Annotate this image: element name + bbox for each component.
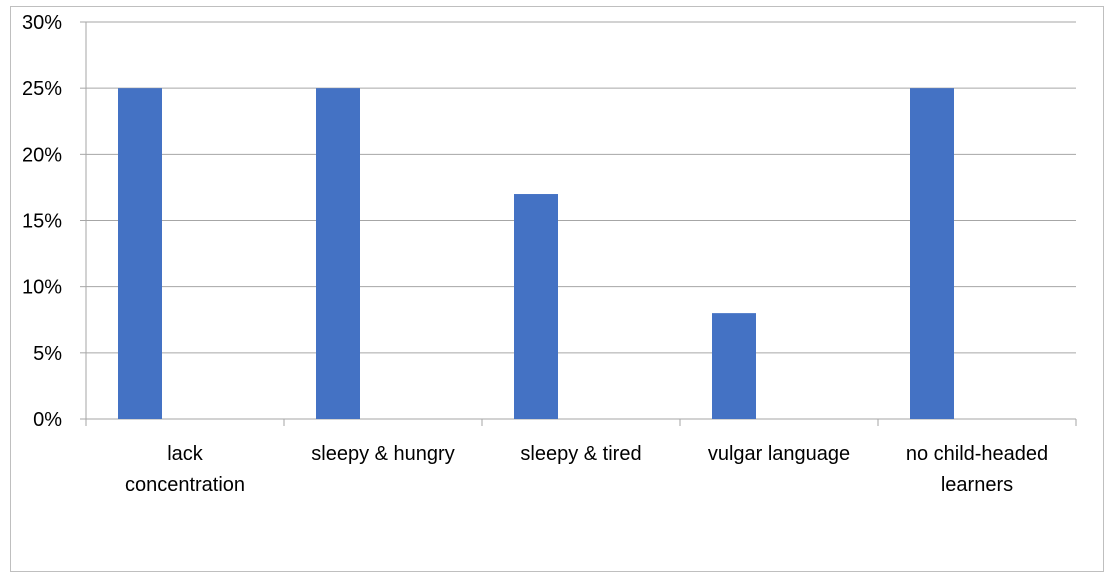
- bar: [712, 313, 756, 419]
- y-tick-label: 10%: [22, 277, 62, 299]
- x-tick-label: sleepy & hungry: [311, 443, 454, 465]
- bar: [118, 88, 162, 420]
- y-tick-label: 15%: [22, 211, 62, 233]
- bars: [118, 88, 954, 420]
- bar: [514, 194, 558, 419]
- y-tick-label: 30%: [22, 12, 62, 34]
- x-tick-labels: lack concentration sleepy & hungry sleepy &…: [125, 443, 1048, 496]
- x-tick-label: vulgar language: [708, 443, 850, 465]
- x-tick-label: lack concentration: [125, 443, 245, 496]
- x-tick-label: no child-headed learners: [906, 443, 1048, 496]
- y-tick-labels: 0% 5% 10% 15% 20% 25% 30%: [22, 12, 62, 431]
- y-tick-label: 5%: [33, 343, 62, 365]
- y-tick-label: 25%: [22, 78, 62, 100]
- axes: [80, 21, 1077, 426]
- y-tick-label: 20%: [22, 144, 62, 166]
- bar: [910, 88, 954, 420]
- bar: [316, 88, 360, 420]
- x-tick-label: sleepy & tired: [520, 443, 641, 465]
- y-tick-label: 0%: [33, 409, 62, 431]
